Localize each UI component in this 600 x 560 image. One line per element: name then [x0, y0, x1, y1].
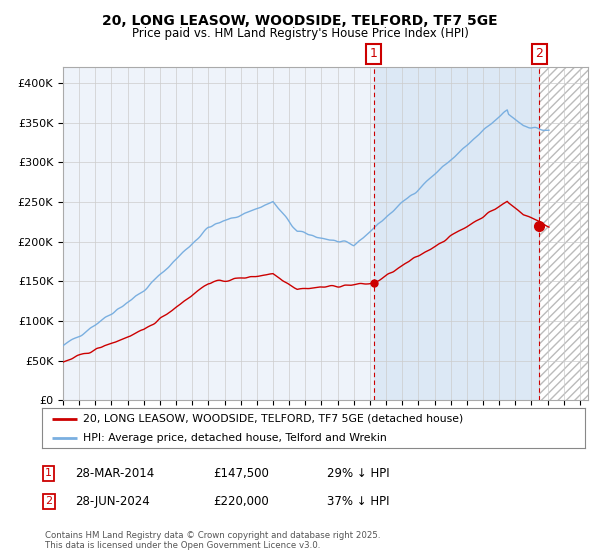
Text: 2: 2 — [45, 496, 52, 506]
Text: 29% ↓ HPI: 29% ↓ HPI — [327, 466, 389, 480]
Text: 20, LONG LEASOW, WOODSIDE, TELFORD, TF7 5GE: 20, LONG LEASOW, WOODSIDE, TELFORD, TF7 … — [102, 14, 498, 28]
Text: 28-MAR-2014: 28-MAR-2014 — [75, 466, 154, 480]
Text: HPI: Average price, detached house, Telford and Wrekin: HPI: Average price, detached house, Telf… — [83, 433, 386, 443]
Text: 1: 1 — [45, 468, 52, 478]
Text: 2: 2 — [535, 47, 544, 60]
Text: 1: 1 — [370, 47, 378, 60]
Text: Price paid vs. HM Land Registry's House Price Index (HPI): Price paid vs. HM Land Registry's House … — [131, 27, 469, 40]
Text: £147,500: £147,500 — [213, 466, 269, 480]
Text: 37% ↓ HPI: 37% ↓ HPI — [327, 494, 389, 508]
Text: 20, LONG LEASOW, WOODSIDE, TELFORD, TF7 5GE (detached house): 20, LONG LEASOW, WOODSIDE, TELFORD, TF7 … — [83, 414, 463, 424]
Bar — [539, 67, 600, 400]
Text: Contains HM Land Registry data © Crown copyright and database right 2025.
This d: Contains HM Land Registry data © Crown c… — [45, 531, 380, 550]
Text: £220,000: £220,000 — [213, 494, 269, 508]
Bar — [539, 67, 600, 400]
Bar — [374, 67, 539, 400]
Text: 28-JUN-2024: 28-JUN-2024 — [75, 494, 150, 508]
